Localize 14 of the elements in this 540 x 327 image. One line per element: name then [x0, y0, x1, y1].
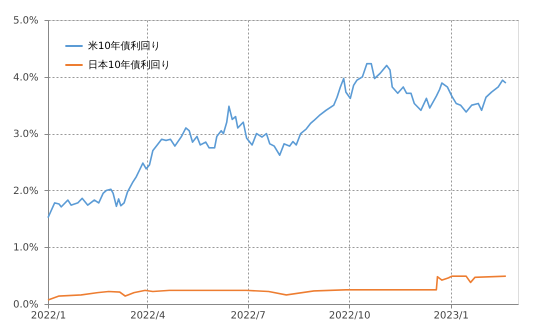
- line-series: [47, 275, 507, 301]
- x-tick-label: 2023/1: [434, 310, 469, 322]
- y-tick-label: 3.0%: [13, 129, 38, 140]
- legend-label: 米10年債利回り: [88, 40, 161, 52]
- y-tick-label: 4.0%: [13, 72, 38, 84]
- x-tick-label: 2022/4: [130, 310, 166, 322]
- x-tick-label: 2022/7: [230, 310, 266, 322]
- x-tick-label: 2022/1: [30, 310, 66, 322]
- y-tick-label: 0.0%: [13, 300, 38, 310]
- legend-label: 日本10年債利回り: [88, 59, 171, 71]
- y-tick-label: 2.0%: [13, 186, 38, 197]
- x-tick-label: 2022/10: [328, 310, 370, 322]
- y-tick-label: 5.0%: [13, 16, 38, 26]
- y-tick-label: 1.0%: [13, 242, 38, 254]
